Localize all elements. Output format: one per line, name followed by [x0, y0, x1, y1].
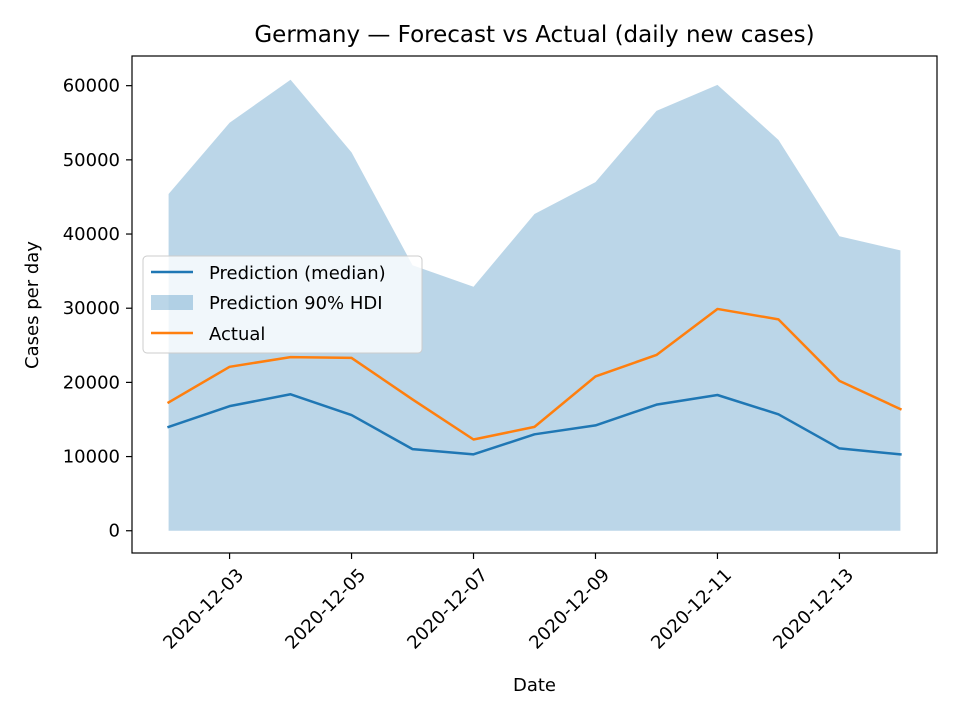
- y-axis-label: Cases per day: [22, 241, 43, 369]
- y-tick-label: 20000: [63, 372, 120, 393]
- legend-swatch-hdi: [151, 295, 193, 310]
- y-axis-ticks: 0 10000 20000 30000 40000 50000 60000: [63, 76, 132, 542]
- x-axis-label: Date: [513, 675, 556, 696]
- y-tick-label: 50000: [63, 150, 120, 171]
- chart-title: Germany — Forecast vs Actual (daily new …: [254, 22, 814, 48]
- y-tick-label: 40000: [63, 224, 120, 245]
- actual-line: [166, 307, 903, 441]
- series-line-layer: [166, 307, 903, 456]
- y-tick-label: 30000: [63, 298, 120, 319]
- hdi-band-layer: [168, 79, 901, 531]
- hdi-band-area: [168, 79, 901, 531]
- legend: Prediction (median) Prediction 90% HDI A…: [142, 255, 423, 354]
- legend-label-hdi: Prediction 90% HDI: [209, 293, 383, 314]
- legend-label-actual: Actual: [209, 324, 265, 345]
- plot-frame: [131, 55, 938, 554]
- y-tick-label: 0: [109, 521, 120, 542]
- prediction-median-line: [167, 393, 902, 456]
- legend-box: [142, 255, 423, 354]
- legend-label-median: Prediction (median): [209, 263, 386, 284]
- y-tick-label: 60000: [63, 76, 120, 97]
- y-tick-label: 10000: [63, 447, 120, 468]
